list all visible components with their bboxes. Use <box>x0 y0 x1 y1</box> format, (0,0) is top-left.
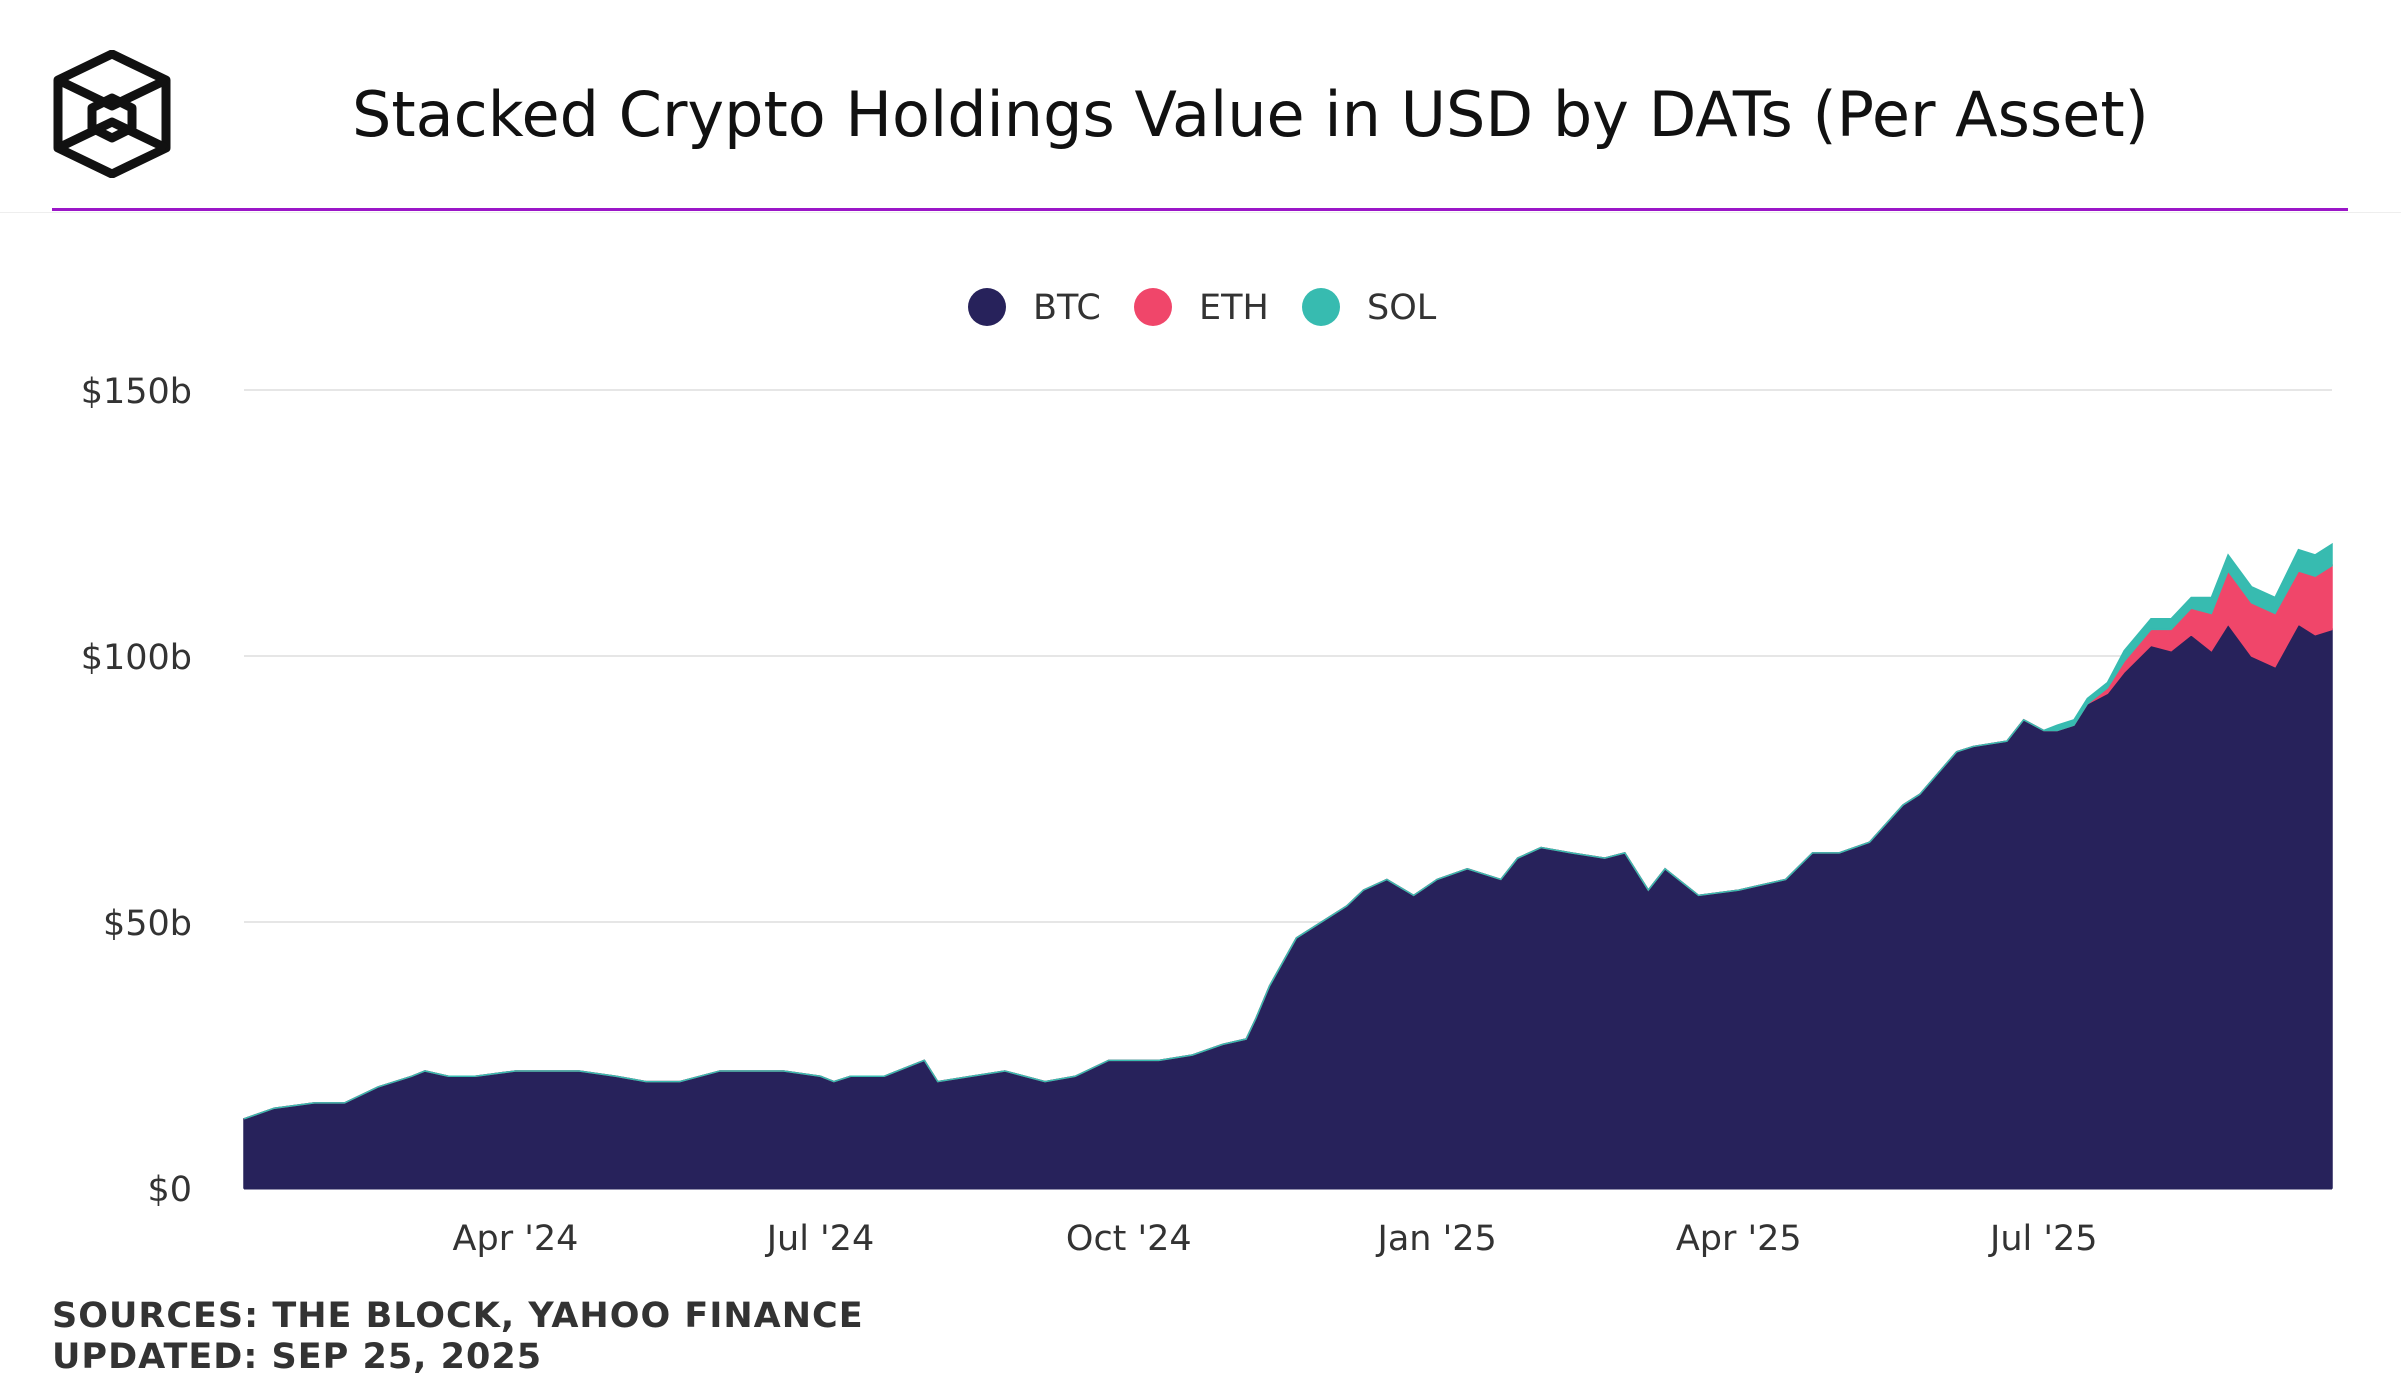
sources-note: SOURCES: THE BLOCK, YAHOO FINANCE <box>52 1296 864 1336</box>
legend-swatch-btc <box>968 288 1006 326</box>
legend-label-eth: ETH <box>1199 288 1269 328</box>
legend-label-sol: SOL <box>1367 288 1437 328</box>
chart-header: Stacked Crypto Holdings Value in USD by … <box>0 0 2401 213</box>
y-tick-label-1: $50b <box>103 904 192 944</box>
series-area-sol <box>243 542 2333 1120</box>
chart-title: Stacked Crypto Holdings Value in USD by … <box>352 78 2149 151</box>
x-tick-label-3: Jan '25 <box>1376 1219 1497 1259</box>
legend-swatch-eth <box>1134 288 1172 326</box>
x-tick-label-2: Oct '24 <box>1066 1219 1192 1259</box>
the-block-cube-icon <box>53 50 171 178</box>
header-divider <box>52 208 2348 211</box>
legend-swatch-sol <box>1302 288 1340 326</box>
y-tick-label-2: $100b <box>81 638 192 678</box>
y-tick-label-3: $150b <box>81 372 192 412</box>
updated-note: UPDATED: SEP 25, 2025 <box>52 1337 543 1377</box>
x-tick-label-0: Apr '24 <box>453 1219 579 1259</box>
x-tick-label-4: Apr '25 <box>1676 1219 1802 1259</box>
legend-label-btc: BTC <box>1033 288 1101 328</box>
chart-footer: SOURCES: THE BLOCK, YAHOO FINANCE UPDATE… <box>52 1296 864 1378</box>
stacked-area-chart: $0 $50b $100b $150b Apr '24 Jul '24 Oct '24 Jan… <box>81 288 2333 1259</box>
series-area-btc <box>243 622 2333 1189</box>
x-tick-label-5: Jul '25 <box>1988 1219 2098 1259</box>
header-bottom-border <box>0 212 2401 213</box>
y-tick-label-0: $0 <box>147 1170 192 1210</box>
x-tick-label-1: Jul '24 <box>765 1219 875 1259</box>
